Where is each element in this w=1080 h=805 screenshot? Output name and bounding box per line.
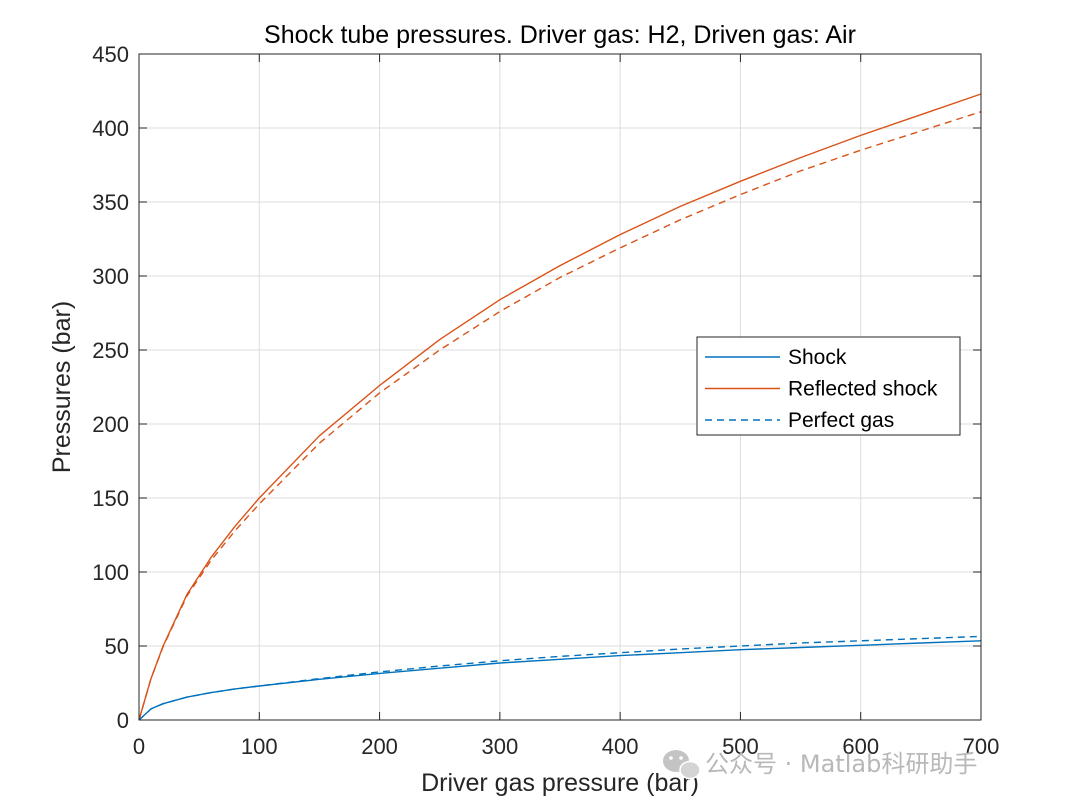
series-group (138, 93, 982, 721)
legend-box (696, 336, 961, 436)
x-tick-label: 700 (963, 734, 1000, 759)
y-tick-label: 0 (117, 708, 129, 733)
legend-label-perfect-gas: Perfect gas (788, 409, 894, 432)
legend: Shock Reflected shock Perfect gas (696, 336, 961, 436)
series-line-perfect-gas-shock (138, 635, 982, 721)
series-line-perfect-gas-reflected (138, 111, 982, 721)
chart-title: Shock tube pressures. Driver gas: H2, Dr… (264, 21, 856, 49)
y-tick-label: 300 (92, 264, 129, 289)
y-tick-label: 200 (92, 412, 129, 437)
x-tick-label: 500 (722, 734, 759, 759)
x-tick-label: 300 (481, 734, 518, 759)
x-axis-title: Driver gas pressure (bar) (421, 769, 699, 797)
y-tick-label: 250 (92, 338, 129, 363)
legend-label-reflected-shock: Reflected shock (788, 378, 938, 401)
x-tick-label: 200 (361, 734, 398, 759)
y-tick-label: 350 (92, 190, 129, 215)
y-tick-label: 50 (105, 634, 129, 659)
y-tick-label: 150 (92, 486, 129, 511)
y-tick-label: 100 (92, 560, 129, 585)
x-axis: 0 100 200 300 400 500 600 700 (133, 54, 999, 759)
x-tick-label: 400 (602, 734, 639, 759)
x-tick-label: 0 (133, 734, 145, 759)
x-tick-label: 100 (241, 734, 278, 759)
y-axis-title: Pressures (bar) (48, 301, 76, 473)
watermark: 公众号 · Matlab科研助手 (663, 750, 977, 780)
wechat-icon (663, 750, 701, 780)
legend-label-shock: Shock (788, 346, 847, 369)
y-tick-label: 450 (92, 42, 129, 67)
y-axis: 0 50 100 150 200 250 300 350 400 450 (92, 42, 981, 733)
x-tick-label: 600 (842, 734, 879, 759)
series-line-reflected-shock (138, 93, 982, 721)
watermark-text: 公众号 · Matlab科研助手 (705, 750, 977, 778)
y-tick-label: 400 (92, 116, 129, 141)
plot-frame (138, 53, 982, 721)
